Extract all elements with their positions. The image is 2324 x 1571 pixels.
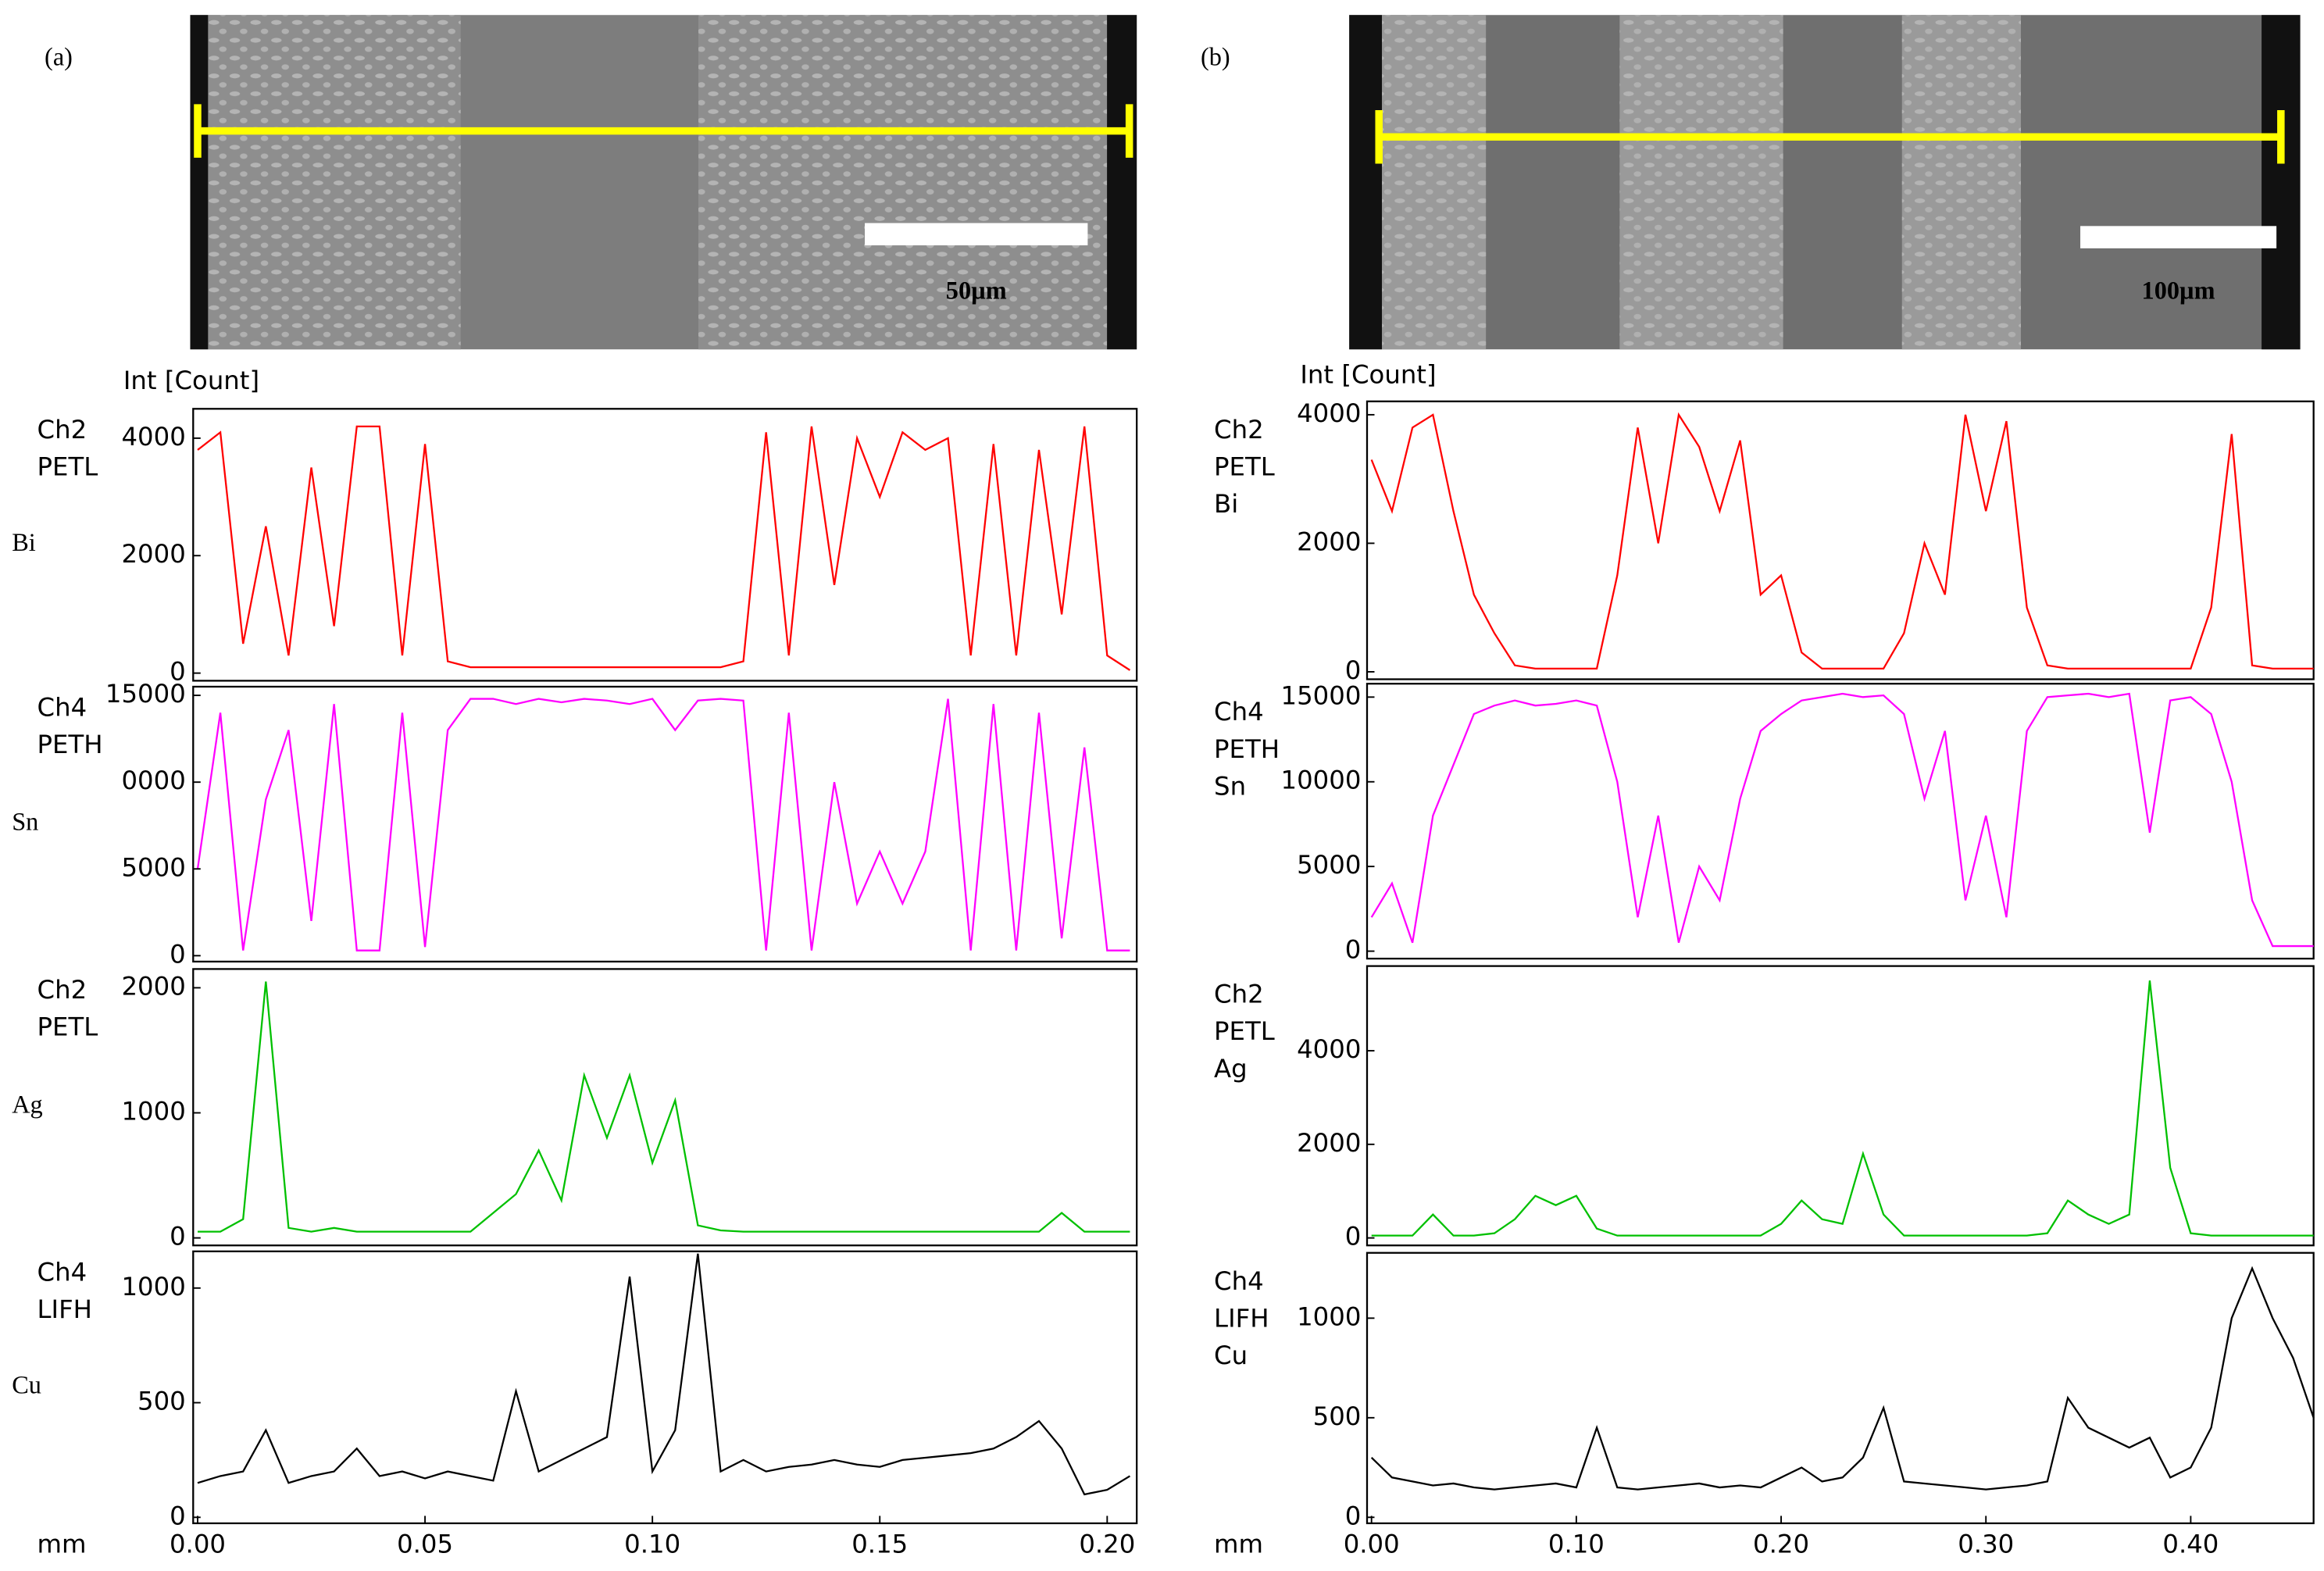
element-label: Sn — [1214, 771, 1246, 801]
y-tick-label: 0000 — [121, 766, 185, 795]
channel-label: PETL — [1214, 1016, 1275, 1046]
x-tick-label: 0.20 — [1753, 1529, 1809, 1559]
data-line — [197, 981, 1130, 1233]
channel-label: Ch2 — [1214, 980, 1264, 1009]
channel-label: Ch2 — [1214, 415, 1264, 445]
x-tick-label: 0.10 — [624, 1529, 680, 1559]
panel-label: (a) — [45, 43, 73, 71]
plot-frame — [1365, 683, 2315, 960]
x-tick-label: 0.10 — [1548, 1529, 1605, 1559]
element-label: Ag — [12, 1091, 43, 1119]
data-line — [1371, 980, 2314, 1237]
x-axis-unit: mm — [37, 1529, 87, 1559]
channel-label: Ch2 — [37, 975, 87, 1005]
plot-frame — [1365, 400, 2315, 680]
x-axis-unit: mm — [1214, 1529, 1263, 1559]
channel-label: LIFH — [37, 1294, 92, 1324]
element-label: Sn — [12, 807, 38, 835]
y-tick-label: 0 — [170, 657, 186, 687]
data-line — [1370, 692, 2314, 948]
y-tick-label: 10000 — [1281, 766, 1362, 795]
y-tick-label: 2000 — [121, 539, 185, 569]
channel-label: LIFH — [1214, 1303, 1269, 1333]
element-label: Bi — [1214, 489, 1238, 519]
x-tick-label: 0.15 — [851, 1529, 908, 1559]
element-label: Ag — [1214, 1054, 1248, 1084]
y-axis-label: Int [Count] — [123, 366, 259, 395]
y-tick-label: 500 — [1313, 1401, 1362, 1431]
channel-label: Ch4 — [37, 693, 87, 723]
y-tick-label: 5000 — [1297, 850, 1361, 880]
y-tick-label: 0 — [170, 939, 186, 969]
data-line — [197, 425, 1131, 671]
x-tick-label: 0.05 — [397, 1529, 453, 1559]
y-tick-label: 15000 — [1281, 680, 1362, 710]
y-tick-label: 0 — [170, 1222, 186, 1251]
x-tick-label: 0.00 — [1344, 1529, 1400, 1559]
scale-bar-label: 50µm — [946, 276, 1007, 304]
y-tick-label: 500 — [137, 1387, 186, 1416]
y-tick-label: 1000 — [1297, 1301, 1361, 1331]
plot-frame — [192, 968, 1138, 1247]
channel-label: Ch4 — [1214, 697, 1264, 727]
channel-label: PETH — [1214, 734, 1280, 764]
channel-label: PETL — [37, 452, 98, 481]
channel-label: Ch4 — [37, 1257, 87, 1287]
scale-bar-label: 100µm — [2142, 276, 2215, 304]
y-tick-label: 5000 — [121, 852, 185, 882]
data-line — [1370, 1266, 2315, 1491]
data-line — [1370, 412, 2314, 669]
y-tick-label: 4000 — [1297, 398, 1361, 428]
y-tick-label: 0 — [1345, 935, 1362, 965]
data-line — [196, 698, 1130, 952]
y-tick-label: 1000 — [121, 1097, 185, 1126]
element-label: Cu — [1214, 1341, 1248, 1370]
x-tick-label: 0.30 — [1958, 1529, 2014, 1559]
plot-frame — [192, 1250, 1138, 1525]
channel-label: PETH — [37, 730, 103, 759]
channel-label: PETL — [1214, 452, 1275, 481]
y-tick-label: 15000 — [105, 679, 186, 709]
y-tick-label: 2000 — [121, 971, 185, 1001]
element-label: Bi — [12, 528, 36, 556]
channel-label: Ch2 — [37, 415, 87, 445]
channel-label: PETL — [37, 1012, 98, 1042]
y-tick-label: 0 — [1345, 655, 1362, 685]
y-tick-label: 4000 — [121, 422, 185, 452]
x-tick-label: 0.00 — [170, 1529, 226, 1559]
data-line — [197, 1253, 1131, 1496]
plot-frame — [192, 685, 1138, 963]
y-tick-label: 2000 — [1297, 1128, 1361, 1158]
plot-frame — [192, 408, 1138, 682]
element-label: Cu — [12, 1370, 41, 1398]
plot-frame — [1365, 1251, 2315, 1525]
x-tick-label: 0.20 — [1079, 1529, 1135, 1559]
y-tick-label: 4000 — [1297, 1034, 1361, 1064]
sem-image-b — [1349, 15, 2301, 350]
y-tick-label: 1000 — [121, 1272, 185, 1301]
y-tick-label: 0 — [1345, 1501, 1362, 1530]
y-axis-label: Int [Count] — [1300, 359, 1436, 389]
sem-image-a — [190, 15, 1137, 350]
x-tick-label: 0.40 — [2162, 1529, 2219, 1559]
panel-label: (b) — [1201, 43, 1230, 71]
plot-frame — [1365, 965, 2315, 1247]
y-tick-label: 0 — [170, 1501, 186, 1530]
y-tick-label: 2000 — [1297, 527, 1361, 556]
y-tick-label: 0 — [1345, 1222, 1362, 1251]
channel-label: Ch4 — [1214, 1266, 1264, 1296]
